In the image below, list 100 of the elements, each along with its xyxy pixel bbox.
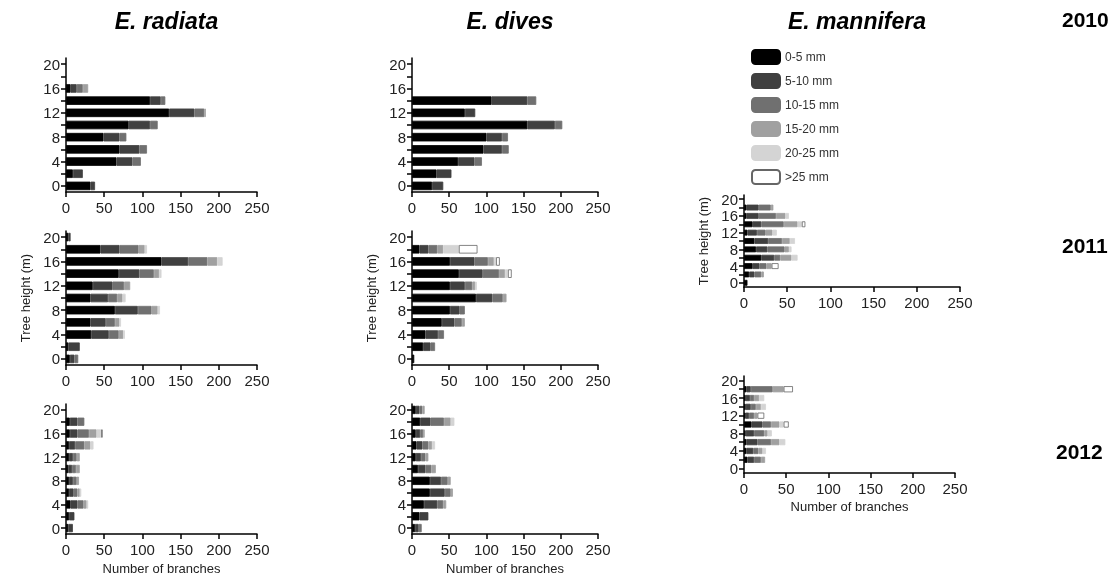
bar	[458, 245, 478, 254]
x-tick-label: 100	[129, 199, 155, 216]
bar	[760, 403, 766, 410]
bar	[74, 354, 79, 364]
y-tick-label: 4	[397, 326, 406, 344]
bar	[761, 254, 775, 261]
x-tick-label: 150	[168, 372, 194, 389]
x-axis-title: Number of branches	[102, 560, 221, 576]
bar	[797, 221, 802, 228]
bar	[438, 330, 444, 339]
y-tick-label: 20	[43, 401, 60, 419]
bar	[69, 354, 75, 364]
y-tick-label: 8	[397, 128, 406, 146]
bar	[527, 120, 555, 130]
x-tick-label: 250	[244, 541, 270, 558]
bar	[420, 453, 426, 462]
bar	[429, 476, 442, 485]
x-tick-label: 150	[168, 199, 194, 216]
x-tick-label: 250	[244, 372, 270, 389]
bar	[759, 394, 765, 402]
bar	[432, 181, 444, 191]
bar	[105, 318, 115, 327]
bar	[151, 305, 158, 315]
bar	[785, 212, 789, 219]
bar	[783, 221, 798, 228]
bar	[437, 500, 444, 509]
chart-title: E. radiata	[114, 7, 219, 34]
x-tick-label: 200	[904, 294, 930, 311]
y-tick-label: 12	[721, 407, 738, 425]
bar	[72, 169, 83, 178]
y-tick-label: 12	[721, 224, 738, 242]
x-tick-label: 150	[861, 294, 887, 311]
bar	[161, 257, 189, 266]
bar	[69, 441, 76, 450]
bar	[505, 269, 508, 278]
bar	[754, 394, 760, 402]
bar	[217, 257, 223, 266]
x-tick-label: 150	[511, 199, 537, 216]
bar	[114, 305, 138, 315]
bar	[69, 512, 75, 521]
bar	[771, 263, 779, 270]
bar	[502, 145, 509, 154]
bar	[447, 476, 451, 485]
bar	[100, 245, 120, 254]
legend-label: 20-25 mm	[785, 146, 840, 160]
bar	[475, 293, 493, 303]
bar	[77, 417, 85, 426]
bar	[454, 318, 462, 327]
bar	[431, 464, 436, 474]
x-tick-label: 100	[815, 480, 841, 497]
y-tick-label: 8	[51, 472, 60, 490]
bar	[139, 269, 154, 278]
bar	[750, 386, 773, 393]
legend-label: 15-20 mm	[785, 122, 840, 136]
bar	[112, 281, 125, 291]
legend-label: 10-15 mm	[785, 98, 840, 112]
bar	[422, 441, 429, 450]
bar	[752, 221, 762, 228]
bar	[68, 464, 73, 474]
bar	[458, 269, 483, 278]
bar	[77, 429, 89, 438]
y-tick-label: 16	[721, 207, 738, 225]
x-tick-label: 250	[585, 541, 611, 558]
bar	[801, 221, 806, 228]
bar	[789, 238, 795, 244]
y-tick-label: 4	[729, 257, 738, 275]
bar	[443, 245, 459, 254]
bar	[138, 245, 145, 254]
bar	[114, 318, 120, 327]
y-tick-label: 16	[43, 252, 60, 270]
bar	[169, 108, 195, 118]
y-tick-label: 4	[397, 153, 406, 171]
bar	[122, 293, 126, 303]
bar	[425, 453, 429, 462]
bar	[75, 441, 85, 450]
bar	[760, 456, 766, 463]
bar	[746, 386, 751, 393]
bar	[428, 441, 433, 450]
bar	[746, 212, 759, 219]
bar	[423, 500, 438, 509]
bar	[153, 269, 160, 278]
bar	[90, 293, 109, 303]
bar	[775, 212, 786, 219]
text: 2011	[1062, 234, 1108, 258]
bar	[425, 464, 432, 474]
bar	[757, 439, 772, 446]
bar	[76, 453, 80, 462]
y-tick-label: 8	[397, 301, 406, 319]
bar	[746, 204, 759, 211]
x-tick-label: 50	[440, 199, 458, 216]
bar	[746, 447, 754, 455]
bar	[69, 488, 74, 497]
y-tick-label: 16	[43, 425, 60, 443]
bar	[423, 342, 431, 351]
x-tick-label: 100	[129, 372, 155, 389]
bar	[430, 342, 436, 351]
x-tick-label: 150	[511, 541, 537, 558]
y-tick-label: 4	[397, 495, 406, 513]
bar	[150, 96, 161, 105]
bar	[96, 429, 102, 438]
